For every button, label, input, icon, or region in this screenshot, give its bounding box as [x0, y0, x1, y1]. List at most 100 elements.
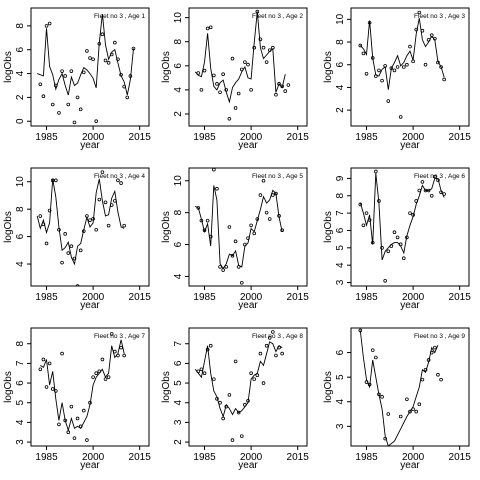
- data-point: [94, 119, 99, 124]
- series-group: [358, 169, 446, 283]
- y-tick-label: 4: [335, 399, 346, 405]
- data-point: [75, 95, 80, 100]
- series-group: [37, 13, 136, 125]
- panel-age-1: Fleet no 3 , Age 1 0 2 4 6 8 1985 2000 2015 year l…: [3, 7, 151, 151]
- data-point: [377, 68, 381, 73]
- y-tick-label: 4: [15, 419, 26, 425]
- data-point: [78, 107, 83, 112]
- data-point: [283, 89, 288, 93]
- y-tick-label: 0: [15, 118, 26, 124]
- data-point: [218, 90, 222, 95]
- data-point: [57, 422, 61, 427]
- y-axis-label: logObs: [3, 51, 14, 83]
- y-tick-label: 4: [173, 87, 184, 93]
- y-tick-label: 8: [15, 341, 26, 347]
- data-point: [267, 217, 272, 221]
- data-point: [88, 400, 92, 405]
- data-point: [97, 369, 102, 374]
- data-point: [103, 200, 108, 205]
- data-point: [408, 409, 412, 414]
- x-tick-label: 2015: [449, 132, 472, 143]
- y-tick-label: 5: [173, 380, 184, 386]
- x-tick-label: 1985: [355, 132, 378, 143]
- data-point: [383, 436, 387, 441]
- data-point: [383, 278, 387, 283]
- data-point: [271, 45, 275, 50]
- data-point: [398, 242, 403, 247]
- x-tick-label: 2015: [287, 452, 310, 463]
- data-point: [66, 102, 71, 107]
- data-point: [255, 373, 260, 378]
- data-point: [420, 28, 425, 33]
- data-point: [370, 348, 375, 352]
- data-point: [38, 367, 43, 372]
- data-point: [196, 206, 201, 210]
- data-point: [88, 56, 92, 60]
- data-point: [72, 436, 77, 440]
- x-tick-label: 1985: [35, 132, 58, 143]
- series-group: [358, 328, 443, 446]
- data-point: [81, 408, 86, 413]
- data-point: [91, 57, 95, 62]
- data-point: [212, 73, 216, 78]
- data-point: [100, 357, 105, 362]
- panel-title: Fleet no 3 , Age 1: [94, 13, 145, 20]
- data-point: [264, 343, 269, 348]
- x-tick-label: 1985: [355, 292, 378, 303]
- data-point: [426, 358, 431, 362]
- y-tick-label: 3: [173, 419, 184, 425]
- y-tick-label: 5: [335, 245, 346, 251]
- data-point: [258, 351, 263, 356]
- y-tick-label: 4: [15, 70, 26, 76]
- data-point: [370, 240, 375, 245]
- data-point: [109, 52, 114, 57]
- data-point: [54, 178, 58, 183]
- data-point: [255, 217, 260, 221]
- data-point: [75, 416, 80, 421]
- data-point: [94, 227, 99, 232]
- data-point: [274, 191, 278, 196]
- data-point: [261, 178, 266, 183]
- data-point: [261, 381, 266, 385]
- data-point: [398, 115, 403, 119]
- y-tick-label: 10: [173, 12, 184, 24]
- x-axis-label: year: [80, 460, 100, 471]
- panel-title: Fleet no 3 , Age 4: [94, 173, 145, 180]
- data-point: [243, 60, 247, 64]
- data-point: [236, 265, 241, 269]
- series-group: [36, 170, 126, 286]
- data-point: [267, 48, 272, 52]
- data-point: [221, 416, 225, 421]
- data-point: [411, 59, 415, 64]
- data-point: [97, 41, 102, 46]
- data-point: [224, 265, 229, 269]
- data-point: [233, 106, 238, 110]
- data-point: [274, 92, 278, 97]
- data-point: [361, 223, 366, 228]
- data-point: [221, 268, 225, 272]
- data-point: [75, 284, 80, 286]
- data-point: [230, 56, 235, 61]
- y-tick-label: 6: [173, 360, 184, 366]
- x-axis-label: year: [80, 140, 100, 151]
- data-point: [113, 349, 117, 354]
- panel-age-8: Fleet no 3 , Age 8 2 3 4 5 6 7 1985 2000 2015 year…: [161, 327, 310, 471]
- data-point: [233, 239, 238, 244]
- data-point: [383, 64, 387, 68]
- data-point: [405, 397, 409, 402]
- data-point: [47, 361, 52, 366]
- data-point: [255, 9, 260, 14]
- data-point: [103, 58, 108, 63]
- panel-age-3: Fleet no 3 , Age 3 2 4 6 8 10 1985 2000 2015 year…: [323, 7, 472, 151]
- panel-title: Fleet no 3 , Age 7: [94, 333, 145, 340]
- x-tick-label: 1985: [35, 452, 58, 463]
- data-point: [208, 343, 213, 348]
- y-tick-label: 8: [15, 206, 26, 212]
- y-axis-label: logObs: [161, 211, 172, 243]
- series-group: [194, 168, 284, 285]
- data-point: [436, 178, 440, 182]
- panel-age-4: Fleet no 3 , Age 4 4 6 8 10 1985 2000 2015 year l…: [3, 167, 151, 311]
- x-tick-label: 1985: [193, 132, 216, 143]
- data-point: [205, 218, 210, 223]
- data-point: [380, 246, 384, 250]
